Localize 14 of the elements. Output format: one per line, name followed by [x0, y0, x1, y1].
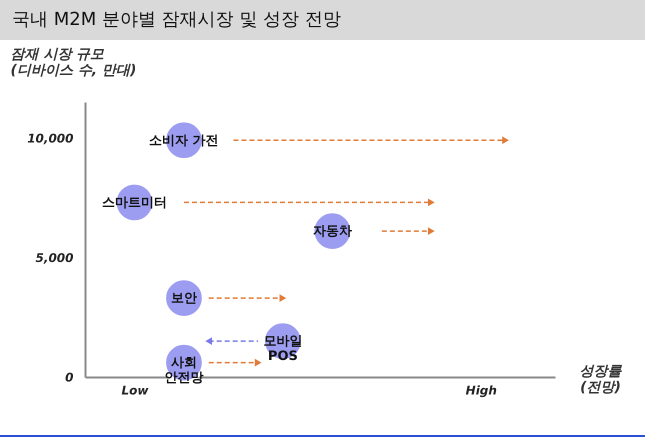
series-label: 스마트미터 [102, 195, 167, 210]
x-axis-title: 성장률 (전망) [580, 364, 622, 396]
series-label: 모바일 POS [263, 334, 302, 364]
chart-title: 국내 M2M 분야별 잠재시장 및 성장 전망 [0, 0, 645, 40]
series-label: 자동차 [312, 224, 352, 240]
series-label: 사회 안전망 [164, 356, 204, 386]
y-tick-label: 5,000 [36, 250, 74, 265]
x-tick-label: Low [121, 384, 150, 398]
series-label: 소비자 가전 [149, 133, 219, 148]
x-tick-label: High [466, 384, 497, 398]
y-axis-title: 잠재 시장 규모 (디바이스 수, 만대) [10, 46, 136, 78]
y-tick-label: 0 [65, 370, 74, 384]
y-tick-label: 10,000 [27, 131, 74, 146]
series-label: 보안 [170, 291, 197, 306]
